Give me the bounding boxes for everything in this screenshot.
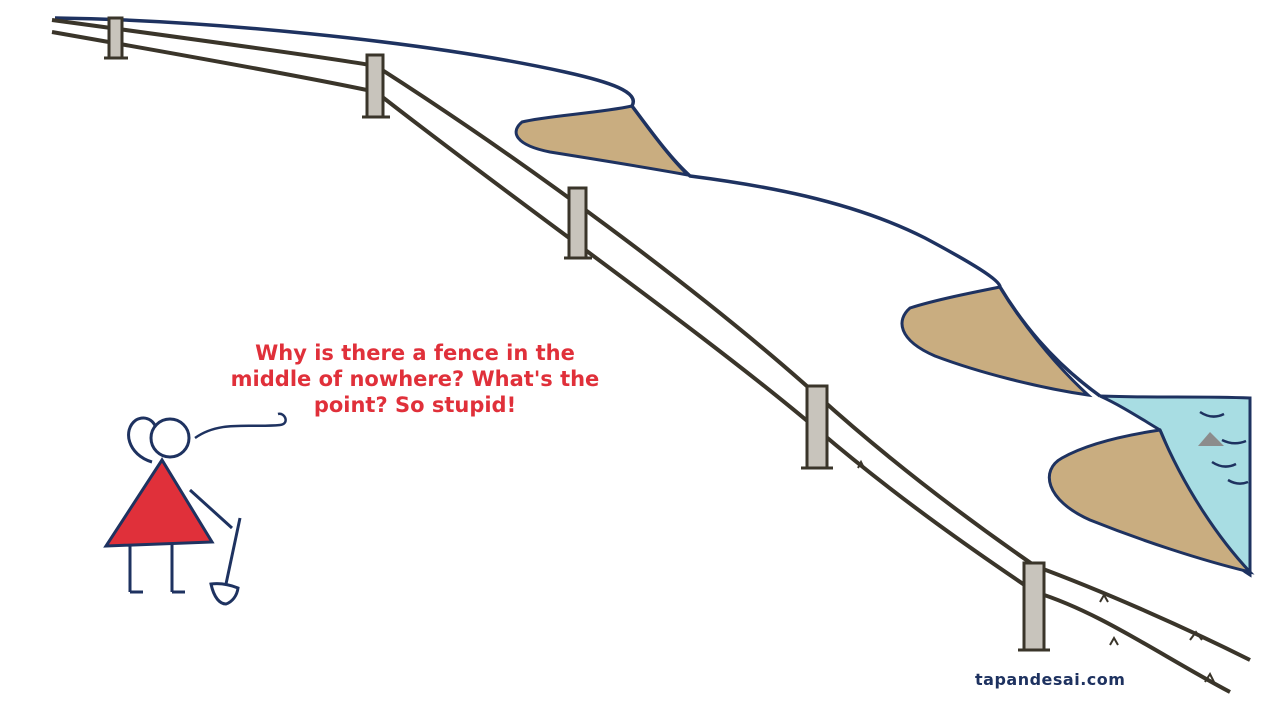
grass-tufts xyxy=(857,459,1215,683)
sand-bank-bottom xyxy=(1047,428,1255,575)
speech-pointer-line xyxy=(194,412,287,440)
fence-post-5 xyxy=(1018,561,1050,652)
arm-to-shovel xyxy=(188,488,234,530)
fence-post-1 xyxy=(104,16,128,60)
head xyxy=(149,417,191,459)
triangle-body xyxy=(103,457,215,548)
sand-bank-top xyxy=(514,104,693,178)
fence-rails xyxy=(51,18,1251,694)
shovel-icon xyxy=(209,517,242,606)
riverbank-outline xyxy=(54,16,1102,398)
fence-post-4 xyxy=(801,384,833,470)
fence-post-3 xyxy=(564,186,592,260)
rock-in-water xyxy=(1198,432,1224,446)
speech-bubble-text: Why is there a fence in the middle of no… xyxy=(230,341,600,417)
stick-figure-person xyxy=(103,416,234,594)
sand-bank-middle xyxy=(900,285,1093,398)
watermark: tapandesai.com xyxy=(975,670,1126,689)
raised-arm xyxy=(127,416,158,464)
fence-post-2 xyxy=(362,53,390,119)
